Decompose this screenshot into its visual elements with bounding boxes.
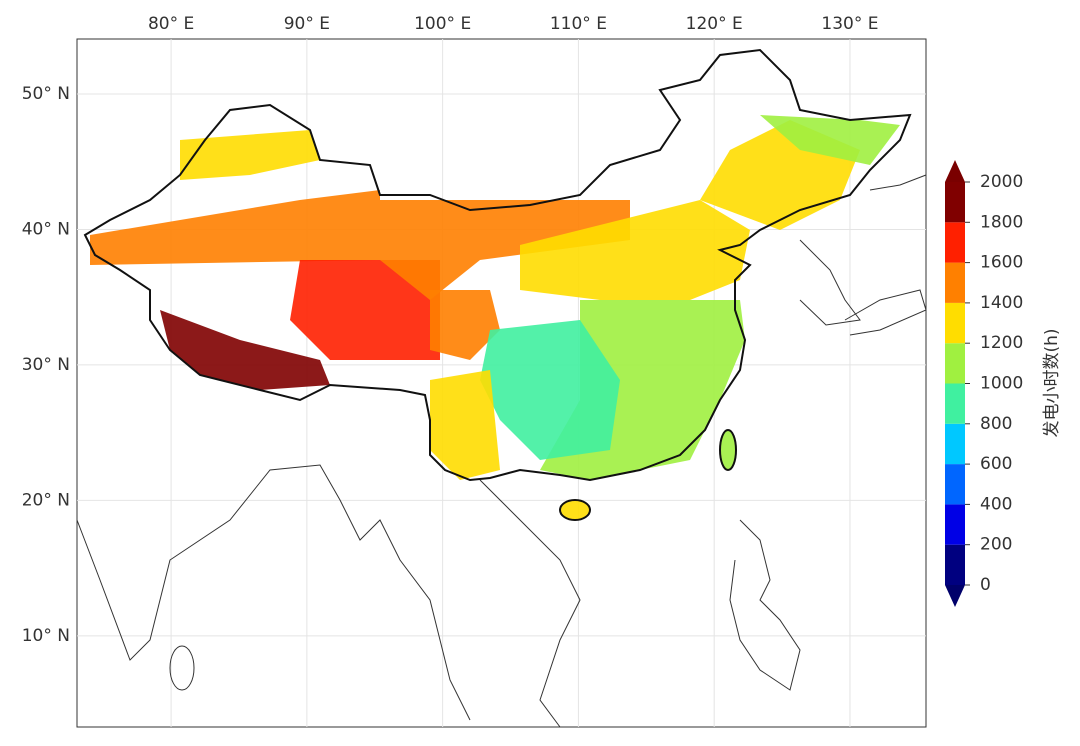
patch: [180, 130, 320, 180]
colorbar-tick-label: 1600: [980, 253, 1023, 273]
lon-label: 100° E: [414, 14, 471, 34]
lon-label: 120° E: [686, 14, 743, 34]
colorbar-tick-label: 600: [980, 454, 1012, 474]
axis-labels: 80° E 90° E 100° E 110° E 120° E 130° E 50° N 4…: [22, 14, 879, 646]
borders: [76, 48, 927, 728]
lat-label: 10° N: [22, 626, 70, 646]
patch: [430, 370, 500, 480]
coastline: [799, 239, 861, 326]
colorbar: 0 200 400 600 800 1000 1200 1400 1600 1800 2000: [945, 160, 1023, 607]
colorbar-bin: [945, 544, 965, 585]
colorbar-tick-label: 2000: [980, 172, 1023, 192]
lat-label: 30° N: [22, 355, 70, 375]
colorbar-bin: [945, 383, 965, 424]
colorbar-bin: [945, 182, 965, 223]
colorbar-bin: [945, 423, 965, 465]
hainan: [559, 499, 591, 521]
sri-lanka: [169, 645, 195, 691]
data-patches: [90, 115, 900, 520]
lat-label: 40° N: [22, 219, 70, 239]
coastline: [869, 174, 927, 191]
patch: [520, 200, 750, 300]
colorbar-bin: [945, 464, 965, 505]
patch: [290, 260, 440, 360]
colorbar-bin: [945, 504, 965, 545]
patch: [430, 290, 500, 360]
patch: [90, 190, 380, 265]
colorbar-tick-label: 1400: [980, 293, 1023, 313]
china-outline: [83, 48, 912, 482]
colorbar-tick-label: 400: [980, 494, 1012, 514]
lon-label: 110° E: [550, 14, 607, 34]
patch: [560, 500, 590, 520]
lon-label: 80° E: [148, 14, 194, 34]
colorbar-tick-label: 1200: [980, 333, 1023, 353]
colorbar-over: [945, 160, 965, 182]
lat-label: 20° N: [22, 490, 70, 510]
colorbar-bin: [945, 262, 965, 303]
patch: [720, 430, 736, 470]
colorbar-tick-label: 200: [980, 535, 1012, 555]
colorbar-under: [945, 585, 965, 607]
lon-label: 130° E: [821, 14, 878, 34]
patch: [760, 115, 900, 165]
taiwan: [719, 429, 737, 471]
colorbar-bin: [945, 343, 965, 384]
lat-label: 50° N: [22, 84, 70, 104]
colorbar-bin: [945, 302, 965, 344]
colorbar-label: 发电小时数(h): [1042, 328, 1062, 437]
colorbar-tick-label: 1800: [980, 212, 1023, 232]
philippines: [729, 519, 801, 691]
coastline: [76, 464, 471, 721]
colorbar-tick-label: 1000: [980, 374, 1023, 394]
coastline: [479, 479, 581, 728]
coastline: [844, 289, 927, 336]
lon-label: 90° E: [284, 14, 330, 34]
colorbar-tick-label: 800: [980, 414, 1012, 434]
patch: [480, 320, 620, 460]
colorbar-bin: [945, 222, 965, 263]
patch: [380, 200, 630, 300]
colorbar-tick-label: 0: [980, 575, 991, 595]
patch: [160, 310, 330, 390]
